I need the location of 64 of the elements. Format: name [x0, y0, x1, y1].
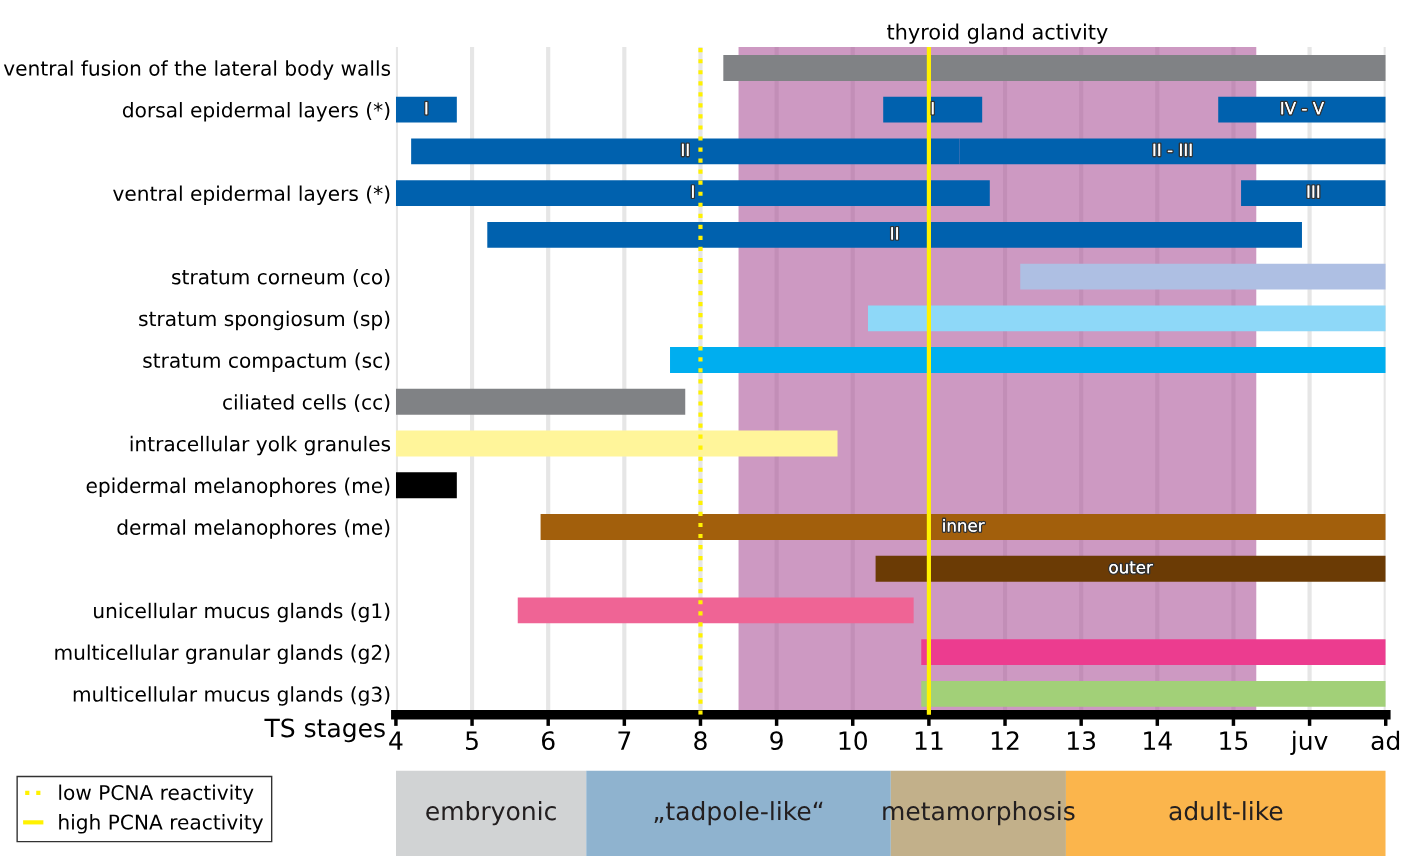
y-tick-label: ciliated cells (cc) — [223, 394, 390, 413]
data-label: III — [1307, 185, 1320, 198]
bar — [883, 96, 983, 123]
data-label: inner — [943, 518, 985, 532]
x-axis-title: TS stages — [264, 718, 385, 743]
bar — [1020, 263, 1386, 290]
legend-label: high PCNA reactivity — [59, 814, 264, 834]
y-tick-label: stratum spongiosum (sp) — [139, 310, 390, 331]
bar — [921, 680, 1386, 707]
x-tick-label: 7 — [618, 731, 631, 750]
x-tick-label: 10 — [839, 731, 867, 751]
bar — [395, 472, 457, 499]
x-tick-label: 9 — [770, 731, 783, 751]
x-tick-label: juv — [1290, 730, 1328, 755]
x-tick-label: 12 — [991, 731, 1019, 750]
y-tick-label: stratum corneum (co) — [172, 268, 390, 287]
y-tick-label: dermal melanophores (me) — [117, 519, 390, 539]
x-tick-label: 15 — [1220, 731, 1248, 751]
legend-label: low PCNA reactivity — [59, 784, 254, 805]
data-label: I — [692, 185, 694, 198]
bar — [487, 221, 1302, 248]
x-tick-label: ad — [1371, 730, 1400, 751]
bar — [540, 514, 1386, 540]
bar — [395, 388, 686, 415]
x-tick-label: 11 — [915, 731, 943, 750]
data-label: I — [425, 102, 428, 115]
data-label: II - III — [1153, 143, 1192, 156]
bar — [867, 305, 1386, 332]
series-label: embryonic — [426, 801, 556, 826]
x-tick-label: 8 — [694, 731, 707, 751]
y-tick-label: dorsal epidermal layers (*) — [122, 102, 390, 122]
data-label: I — [931, 102, 934, 115]
data-label: II — [681, 143, 689, 156]
x-tick-label: 5 — [466, 731, 478, 751]
bar — [1218, 96, 1386, 123]
y-tick-label: multicellular mucus glands (g3) — [73, 686, 390, 706]
y-tick-label: unicellular mucus glands (g1) — [94, 602, 390, 623]
data-label: IV - V — [1281, 102, 1324, 115]
bar — [1241, 180, 1386, 207]
bar — [723, 55, 1386, 81]
series-label: metamorphosis — [883, 801, 1075, 826]
bar — [395, 96, 457, 123]
x-tick-label: 13 — [1068, 731, 1096, 751]
y-tick-label: intracellular yolk granules — [130, 435, 391, 456]
band-label: thyroid gland activity — [887, 23, 1108, 44]
y-tick-label: multicellular granular glands (g2) — [55, 644, 390, 664]
x-tick-label: 4 — [389, 731, 403, 750]
x-tick-label: 14 — [1144, 731, 1172, 750]
bar — [395, 770, 587, 856]
bar — [395, 430, 838, 457]
bar — [517, 597, 914, 624]
y-tick-label: epidermal melanophores (me) — [86, 477, 390, 498]
data-label: outer — [1109, 561, 1153, 574]
y-tick-label: ventral fusion of the lateral body walls — [3, 60, 391, 80]
bar — [921, 639, 1386, 666]
x-tick-label: 6 — [541, 731, 555, 751]
series-label: adult-like — [1169, 801, 1283, 821]
data-label: II — [891, 227, 898, 240]
bar — [875, 555, 1386, 582]
y-tick-label: stratum compactum (sc) — [143, 352, 390, 372]
y-tick-label: ventral epidermal layers (*) — [113, 185, 390, 205]
series-label: „tadpole-like“ — [654, 801, 823, 826]
bar — [395, 180, 990, 207]
bar — [670, 347, 1386, 373]
